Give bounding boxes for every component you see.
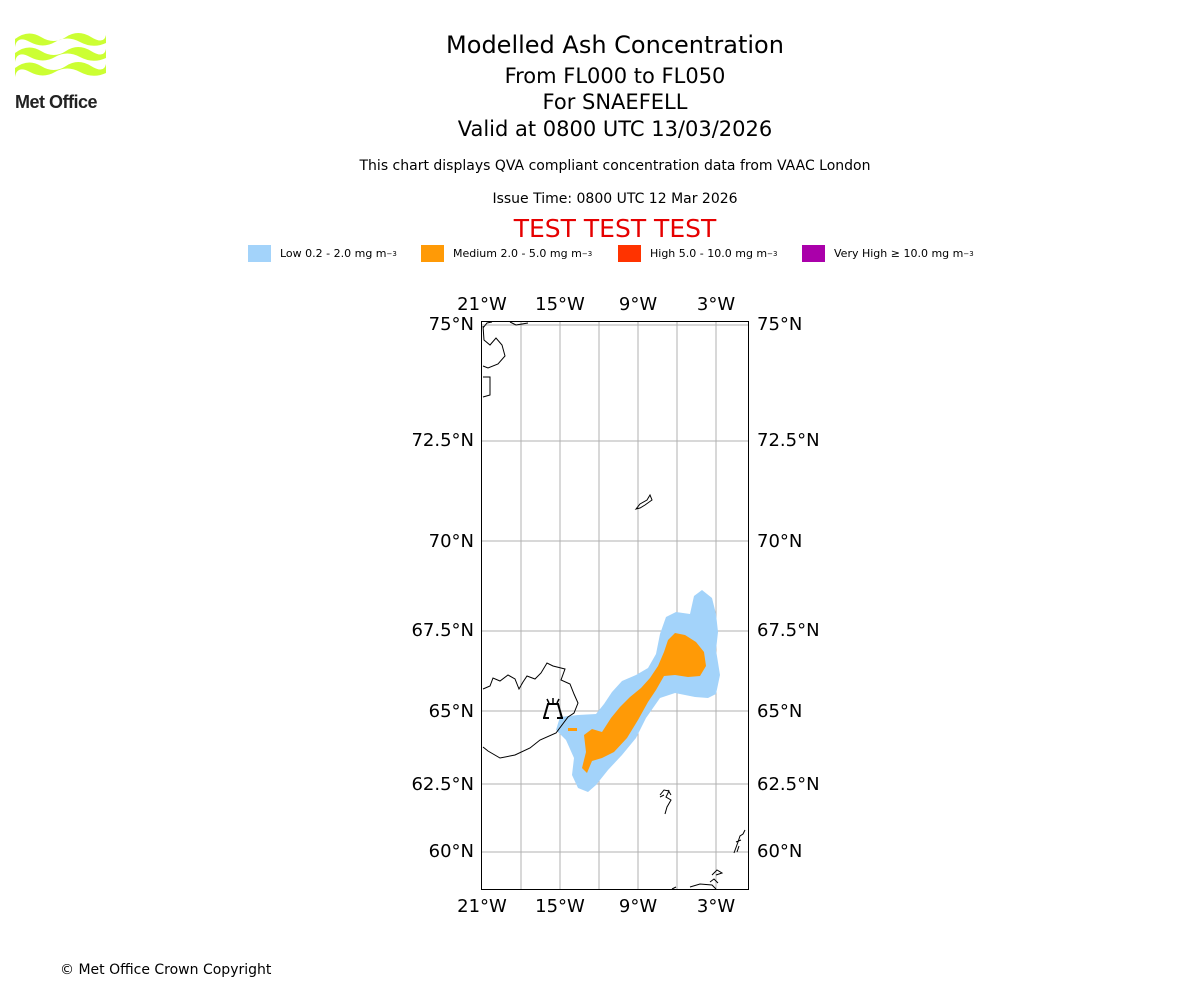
lat-labels-left: 75°N 72.5°N 70°N 67.5°N 65°N 62.5°N 60°N (411, 314, 474, 862)
lon-label-bottom: 3°W (697, 896, 735, 917)
lat-label-left: 72.5°N (411, 430, 474, 451)
lat-label-right: 60°N (757, 841, 802, 862)
map-grid (482, 322, 748, 889)
legend-unit-low: −3 (386, 249, 397, 258)
legend-label-very-high: Very High ≥ 10.0 mg m (834, 247, 964, 260)
lat-label-left: 60°N (429, 841, 474, 862)
lat-labels-right: 75°N 72.5°N 70°N 67.5°N 65°N 62.5°N 60°N (757, 314, 820, 862)
legend-swatch-high (618, 245, 641, 262)
legend-unit-very-high: −3 (963, 249, 974, 258)
valid-time: Valid at 0800 UTC 13/03/2026 (457, 117, 773, 141)
lon-label-bottom: 21°W (457, 896, 507, 917)
legend-item-medium: Medium 2.0 - 5.0 mg m −3 (421, 245, 592, 262)
ash-area-medium (582, 633, 706, 773)
flight-levels: From FL000 to FL050 (504, 64, 726, 88)
lon-labels-bottom: 21°W 15°W 9°W 3°W (457, 896, 735, 917)
lon-label-top: 15°W (535, 294, 585, 315)
lon-labels-top: 21°W 15°W 9°W 3°W (457, 294, 735, 315)
issue-time: Issue Time: 0800 UTC 12 Mar 2026 (492, 191, 738, 207)
lon-label-top: 3°W (697, 294, 735, 315)
legend-swatch-low (248, 245, 271, 262)
lon-label-top: 21°W (457, 294, 507, 315)
ash-area-medium-small (568, 728, 577, 731)
lat-label-right: 67.5°N (757, 620, 820, 641)
lon-label-bottom: 9°W (619, 896, 657, 917)
legend-item-low: Low 0.2 - 2.0 mg m −3 (248, 245, 397, 262)
lat-label-left: 67.5°N (411, 620, 474, 641)
lon-label-top: 9°W (619, 294, 657, 315)
legend: Low 0.2 - 2.0 mg m −3 Medium 2.0 - 5.0 mg… (0, 245, 1200, 265)
lat-label-left: 62.5°N (411, 774, 474, 795)
test-banner: TEST TEST TEST (513, 214, 717, 243)
met-office-logo (15, 33, 106, 77)
legend-item-high: High 5.0 - 10.0 mg m −3 (618, 245, 777, 262)
volcano-name: For SNAEFELL (542, 90, 688, 114)
legend-label-medium: Medium 2.0 - 5.0 mg m (453, 247, 582, 260)
chart-description: This chart displays QVA compliant concen… (359, 158, 871, 174)
legend-unit-medium: −3 (581, 249, 593, 258)
lat-label-right: 75°N (757, 314, 802, 335)
legend-label-low: Low 0.2 - 2.0 mg m (280, 247, 387, 260)
lat-label-right: 65°N (757, 701, 802, 722)
copyright-notice: © Met Office Crown Copyright (60, 962, 272, 978)
legend-label-high: High 5.0 - 10.0 mg m (650, 247, 768, 260)
chart-title: Modelled Ash Concentration (446, 31, 784, 59)
lat-label-right: 72.5°N (757, 430, 820, 451)
logo-text: Met Office (15, 92, 98, 112)
lat-label-right: 62.5°N (757, 774, 820, 795)
lon-label-bottom: 15°W (535, 896, 585, 917)
legend-swatch-very-high (802, 245, 825, 262)
volcano-icon (543, 698, 563, 719)
lat-label-right: 70°N (757, 531, 802, 552)
lat-label-left: 70°N (429, 531, 474, 552)
legend-swatch-medium (421, 245, 444, 262)
legend-unit-high: −3 (767, 249, 778, 258)
lat-label-left: 75°N (429, 314, 474, 335)
map-frame (481, 321, 749, 890)
legend-item-very-high: Very High ≥ 10.0 mg m −3 (802, 245, 974, 262)
lat-label-left: 65°N (429, 701, 474, 722)
coastlines (482, 321, 746, 890)
